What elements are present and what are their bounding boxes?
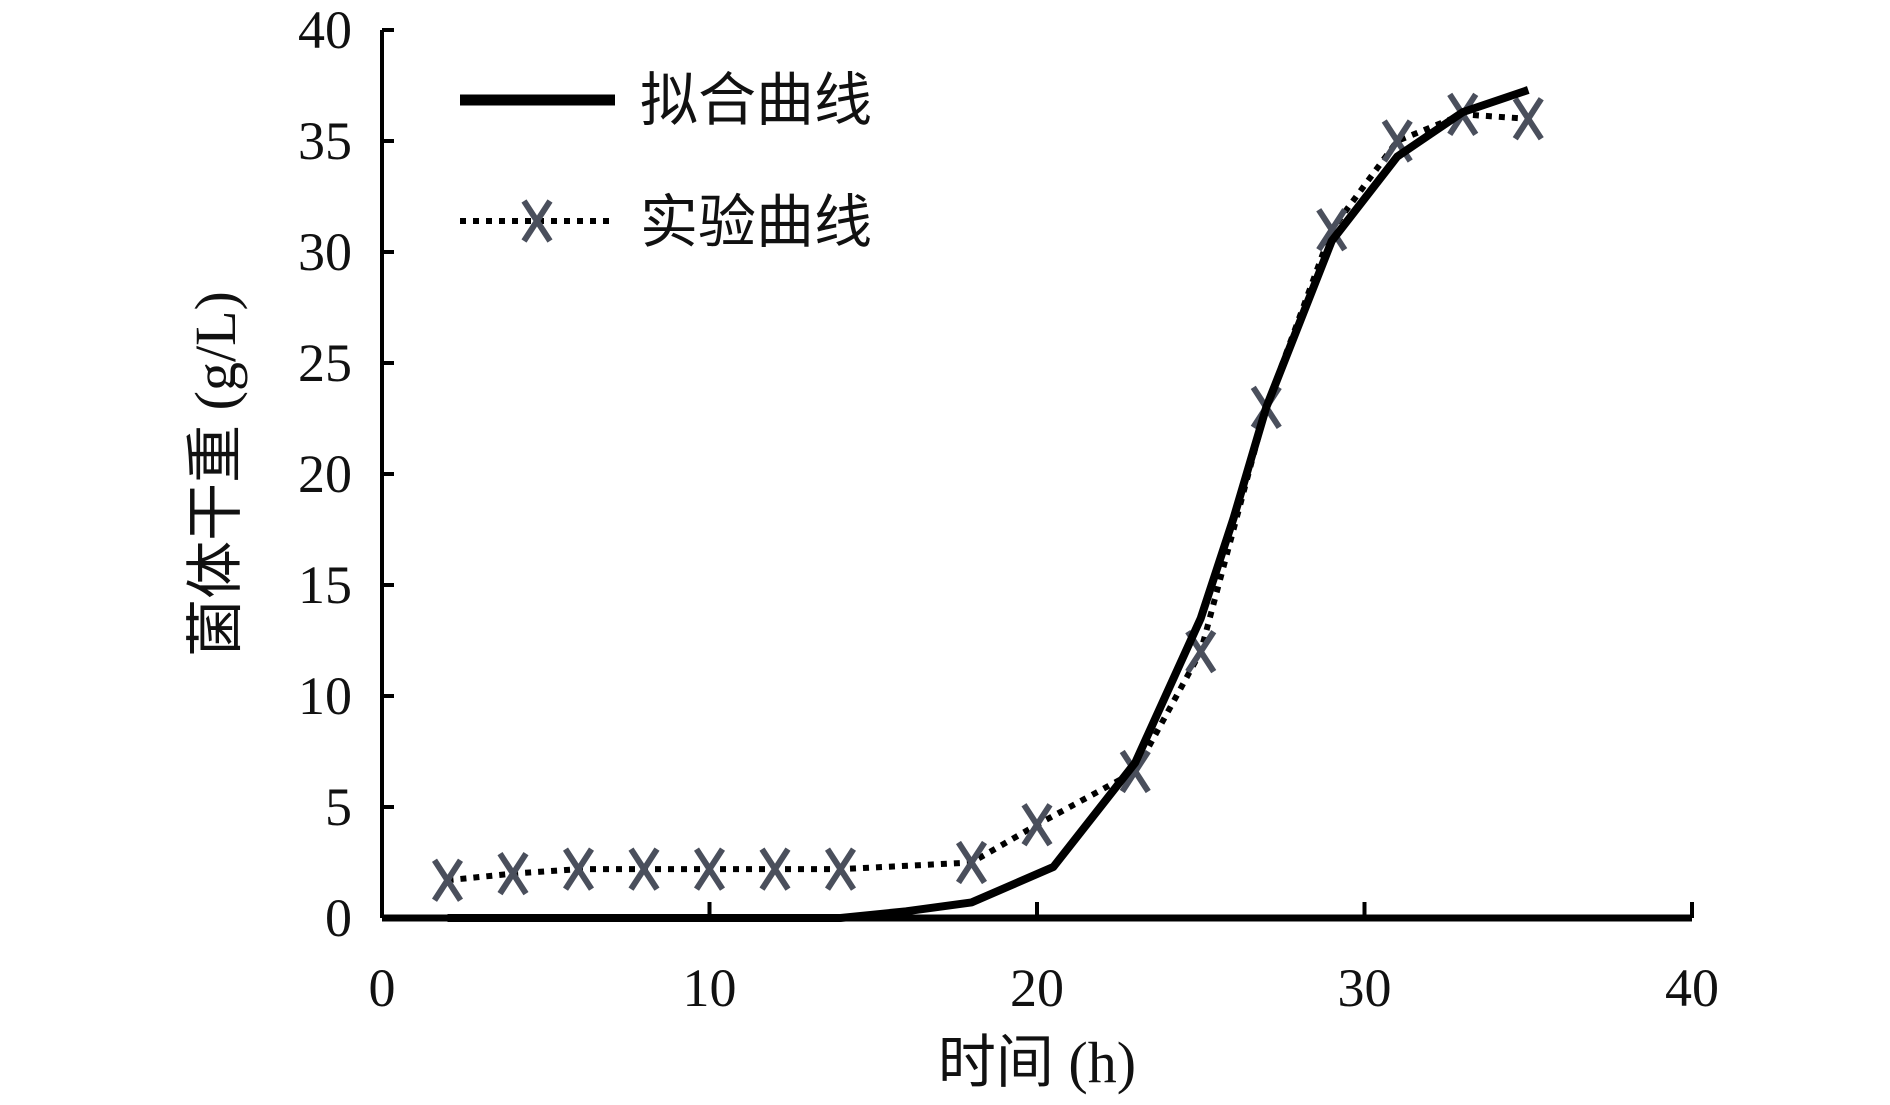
y-tick-label: 35 [298, 111, 352, 171]
x-marker-stroke [759, 847, 791, 891]
experimental-point-marker [562, 847, 595, 891]
x-marker-stroke [1119, 749, 1151, 794]
x-tick-label: 0 [369, 958, 396, 1018]
y-tick-label: 5 [325, 777, 352, 837]
y-tick-label: 0 [325, 888, 352, 948]
experimental-point-marker [431, 858, 464, 902]
y-tick-label: 40 [298, 0, 352, 60]
y-tick-label: 30 [298, 222, 352, 282]
fitted-curve-line [447, 86, 1530, 922]
y-tick-label: 20 [298, 444, 352, 504]
legend-fit-label: 拟合曲线 [640, 68, 872, 133]
experimental-point-marker [1021, 803, 1053, 847]
x-tick-label: 10 [683, 958, 737, 1018]
x-tick-label: 40 [1665, 958, 1719, 1018]
x-tick-label: 30 [1338, 958, 1392, 1018]
y-axis-label: 菌体干重 (g/L) [183, 291, 248, 657]
x-marker-stroke [1381, 119, 1413, 163]
x-marker-stroke [628, 847, 660, 891]
y-tick-label: 15 [298, 555, 352, 615]
experimental-point-marker [628, 847, 660, 891]
x-marker-stroke [824, 847, 857, 891]
x-marker-stroke [1316, 208, 1348, 252]
x-marker-stroke [431, 858, 464, 902]
x-tick-label: 20 [1010, 958, 1064, 1018]
axes: 0 10 20 30 40 0 5 10 15 20 25 30 35 40 [298, 0, 1719, 1018]
y-tick-label: 25 [298, 333, 352, 393]
experimental-point-marker [955, 840, 988, 885]
experimental-point-marker [824, 847, 857, 891]
x-marker-stroke [1021, 803, 1053, 847]
legend: 拟合曲线 实验曲线 [460, 68, 872, 255]
experimental-point-marker [497, 851, 529, 896]
experimental-point-marker [759, 847, 791, 891]
series-layer [431, 86, 1544, 922]
experimental-curve-line [447, 111, 1529, 884]
x-marker-stroke [497, 851, 529, 896]
experimental-point-marker [1316, 208, 1348, 252]
experimental-point-marker [1119, 749, 1151, 794]
y-tick-label: 10 [298, 666, 352, 726]
experimental-point-marker [1512, 97, 1544, 141]
x-marker-stroke [1185, 629, 1217, 674]
x-marker-stroke [693, 847, 726, 891]
x-marker-stroke [955, 840, 988, 885]
x-marker-stroke [1512, 97, 1544, 141]
legend-exp-marker-icon [521, 199, 553, 243]
x-marker-stroke [562, 847, 595, 891]
legend-exp-label: 实验曲线 [640, 190, 872, 255]
experimental-point-marker [693, 847, 726, 891]
x-axis-label: 时间 (h) [938, 1030, 1136, 1095]
